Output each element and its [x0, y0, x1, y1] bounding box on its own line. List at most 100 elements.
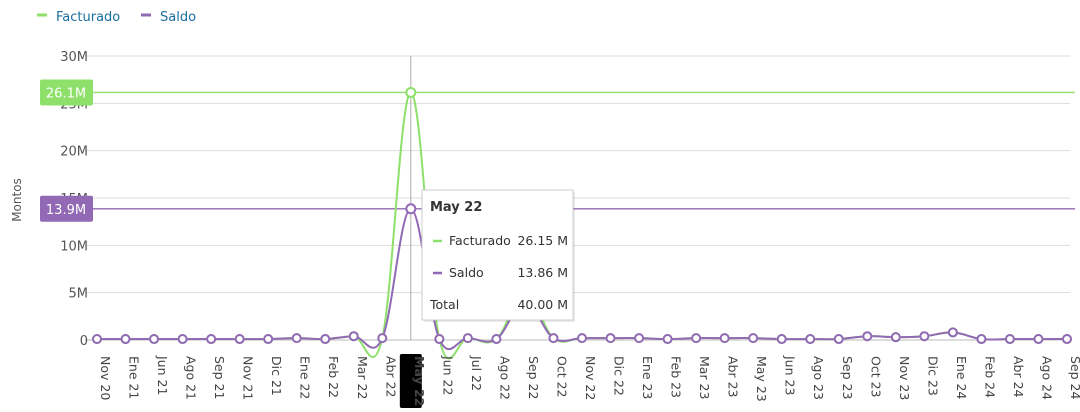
y-tick-label: 30M	[60, 50, 88, 65]
data-point-saldo[interactable]	[177, 334, 188, 345]
x-tick-highlight	[399, 354, 422, 408]
data-point-saldo[interactable]	[662, 334, 673, 345]
data-point-saldo[interactable]	[263, 334, 274, 345]
data-point-saldo[interactable]	[291, 333, 302, 344]
x-tick-label: Feb 23	[669, 356, 684, 398]
x-tick-label: Ago 24	[1039, 356, 1054, 400]
legend-label-saldo: Saldo	[160, 10, 196, 25]
data-point-saldo[interactable]	[1004, 334, 1015, 345]
x-tick-label: Mar 22	[355, 356, 370, 399]
data-point-saldo[interactable]	[234, 334, 245, 345]
data-point-saldo[interactable]	[434, 334, 445, 345]
data-point-saldo[interactable]	[120, 334, 131, 345]
crosshair-value-badge	[40, 195, 93, 222]
crosshair-value-labels: 26.1M 13.9M	[40, 79, 93, 222]
data-point-saldo[interactable]	[776, 334, 787, 345]
crosshair-value-badge	[40, 79, 93, 106]
x-tick-label: Jun 21	[155, 355, 170, 395]
crosshair-value-text: 26.1M	[46, 86, 86, 101]
data-point-saldo[interactable]	[320, 334, 331, 345]
data-point-saldo[interactable]	[1062, 334, 1072, 345]
legend[interactable]: Facturado Saldo	[37, 10, 196, 25]
legend-label-facturado: Facturado	[56, 10, 120, 25]
series-line-facturado	[96, 91, 1067, 360]
data-point-saldo[interactable]	[377, 333, 388, 344]
tooltip-box	[421, 189, 574, 321]
x-tick-label: Sep 23	[840, 356, 855, 399]
data-point-saldo[interactable]	[348, 331, 359, 342]
y-tick-label: 10M	[60, 239, 88, 254]
data-point-saldo[interactable]	[805, 334, 816, 345]
data-point-saldo[interactable]	[405, 203, 417, 215]
data-point-saldo[interactable]	[862, 331, 873, 342]
crosshair	[92, 56, 1075, 340]
data-point-facturado[interactable]	[405, 86, 417, 98]
data-point-saldo[interactable]	[976, 334, 987, 345]
x-tick-label: Sep 22	[526, 356, 541, 399]
x-tick-label: Dic 21	[269, 356, 284, 396]
data-point-saldo[interactable]	[577, 333, 587, 344]
data-point-saldo[interactable]	[491, 334, 502, 345]
data-point-saldo[interactable]	[548, 333, 559, 344]
x-tick-label: Ene 22	[298, 356, 313, 399]
x-tick-label: Nov 23	[897, 356, 912, 400]
x-tick-label: Nov 22	[583, 356, 598, 400]
x-tick-label: Ene 21	[127, 356, 142, 399]
x-tick-label: Mar 23	[697, 356, 712, 399]
x-axis-ticks: Nov 20 Ene 21 Jun 21 Ago 21 Sep 21 Nov 21 Dic …	[98, 354, 1080, 408]
data-point-saldo[interactable]	[719, 333, 730, 344]
data-point-saldo[interactable]	[92, 334, 102, 345]
tooltip-series-label: Facturado	[449, 233, 511, 248]
crosshair-value-text: 13.9M	[46, 203, 86, 218]
x-tick-label: May 23	[754, 356, 769, 402]
data-point-saldo[interactable]	[919, 331, 930, 342]
data-point-saldo[interactable]	[691, 333, 702, 344]
y-axis-title: Montos	[10, 178, 24, 222]
y-tick-label: 0	[80, 334, 88, 349]
x-tick-label: Dic 22	[612, 356, 627, 396]
x-tick-label: Ago 22	[497, 356, 512, 400]
x-tick-label: Jul 22	[469, 355, 484, 391]
legend-item-facturado[interactable]: Facturado	[37, 10, 120, 25]
x-tick-label: Abr 22	[383, 356, 398, 398]
tooltip: May 22 Facturado 26.15 M Saldo 13.86 M Total 4…	[421, 189, 575, 322]
x-tick-label: Nov 21	[241, 356, 256, 400]
x-tick-label: Oct 23	[868, 356, 883, 398]
x-tick-label: Ago 21	[184, 356, 199, 400]
data-point-saldo[interactable]	[462, 333, 473, 344]
x-tick-label: Jun 23	[783, 355, 798, 395]
data-point-saldo[interactable]	[890, 332, 901, 343]
series-points[interactable]	[92, 86, 1072, 345]
data-point-saldo[interactable]	[634, 333, 645, 344]
x-tick-label: Ene 23	[640, 356, 655, 399]
x-tick-label: Feb 24	[982, 356, 997, 398]
tooltip-series-value: 13.86 M	[517, 265, 568, 280]
data-point-saldo[interactable]	[833, 334, 844, 345]
series-lines	[96, 91, 1067, 360]
x-tick-label: Ago 23	[811, 356, 826, 400]
y-tick-label: 5M	[69, 287, 89, 302]
x-tick-label: Ene 24	[954, 356, 969, 399]
data-point-saldo[interactable]	[1033, 334, 1044, 345]
series-line-saldo	[96, 207, 1067, 350]
x-tick-label: May 22	[412, 356, 427, 406]
x-tick-label: Sep 21	[212, 356, 227, 399]
x-tick-label: Oct 22	[554, 356, 569, 398]
tooltip-series-label: Saldo	[449, 265, 484, 280]
tooltip-series-value: 26.15 M	[517, 233, 568, 248]
data-point-saldo[interactable]	[947, 327, 958, 338]
x-tick-label: Feb 22	[326, 356, 341, 398]
data-point-saldo[interactable]	[149, 334, 160, 345]
grid	[85, 55, 1070, 341]
x-tick-label: Jun 22	[440, 355, 455, 395]
tooltip-total-label: Total	[429, 297, 459, 312]
x-tick-label: Dic 23	[925, 356, 940, 396]
y-tick-label: 20M	[60, 145, 88, 160]
x-tick-label: Sep 24	[1068, 356, 1080, 399]
data-point-saldo[interactable]	[605, 333, 616, 344]
data-point-saldo[interactable]	[748, 333, 759, 344]
legend-item-saldo[interactable]: Saldo	[141, 10, 196, 25]
tooltip-title: May 22	[430, 200, 482, 215]
data-point-saldo[interactable]	[206, 334, 217, 345]
